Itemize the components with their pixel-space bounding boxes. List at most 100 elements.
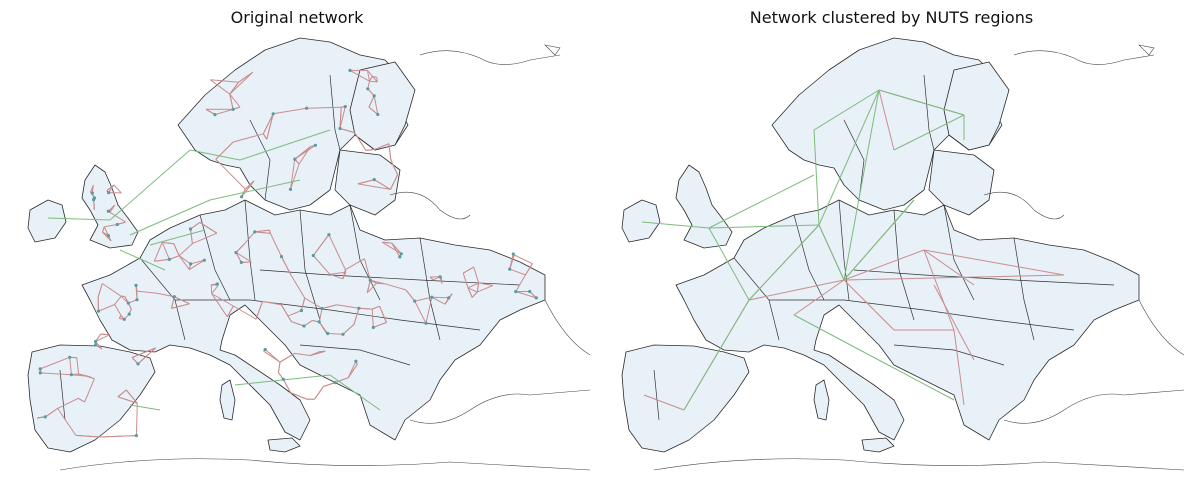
ac-line: [173, 243, 180, 256]
ac-line: [100, 333, 110, 336]
bus-node: [371, 325, 375, 329]
ac-line: [477, 284, 494, 293]
bus-node: [372, 94, 376, 98]
landmass: [621, 37, 1140, 453]
ac-line: [192, 232, 218, 245]
bus-node: [69, 373, 73, 377]
bus-node: [167, 257, 171, 261]
ac-line: [391, 242, 401, 258]
ac-line: [114, 304, 122, 316]
ac-line: [102, 226, 105, 233]
ac-line: [98, 304, 115, 312]
ac-line: [431, 296, 449, 299]
ac-line: [318, 321, 329, 334]
bus-node: [189, 262, 193, 266]
ac-line: [345, 258, 365, 271]
ac-line: [205, 108, 216, 116]
ac-line: [366, 282, 377, 294]
ac-line: [117, 396, 138, 404]
ac-line: [314, 386, 324, 400]
bus-node: [528, 289, 532, 294]
bus-node: [299, 308, 303, 313]
dc-link-network: [47, 129, 381, 411]
bus-node: [327, 233, 331, 237]
bus-node: [202, 258, 206, 262]
ac-line: [312, 255, 331, 275]
ac-line: [233, 133, 264, 143]
ac-line: [262, 300, 282, 306]
bus-node: [326, 331, 330, 336]
ac-line: [467, 287, 478, 293]
ac-line: [388, 143, 392, 161]
ac-line: [277, 362, 281, 373]
ac-line: [329, 271, 346, 275]
ac-line: [342, 269, 346, 279]
bus-node: [271, 112, 275, 116]
ac-line: [266, 113, 274, 140]
bus-node: [93, 339, 98, 344]
outer-coastlines: [653, 44, 1185, 471]
ac-line: [189, 259, 205, 271]
ac-line: [287, 310, 302, 317]
ac-line: [263, 350, 281, 363]
ac-line: [509, 254, 515, 270]
ac-line: [229, 93, 234, 110]
ac-line: [471, 291, 478, 298]
ac-line: [390, 174, 399, 190]
ac-line: [342, 324, 355, 335]
ac-line: [368, 95, 375, 108]
ac-line: [215, 158, 246, 190]
ac-line: [414, 296, 432, 302]
ac-line: [367, 70, 370, 82]
bus-node: [107, 191, 111, 195]
original-network-panel: Original network: [0, 0, 594, 487]
landmass: [27, 37, 546, 453]
ac-line: [75, 434, 101, 438]
ac-line: [262, 113, 274, 135]
ac-line: [524, 263, 533, 276]
ac-line: [241, 180, 255, 198]
bus-node: [253, 230, 257, 234]
ac-line: [235, 243, 245, 253]
bus-nodes: [38, 68, 538, 438]
bus-node: [311, 253, 315, 258]
ac-line: [229, 82, 239, 95]
nuts-region-borders: [653, 74, 1115, 421]
ac-line: [382, 241, 402, 255]
bus-node: [90, 191, 94, 195]
ac-line: [178, 255, 191, 265]
ac-line: [113, 184, 122, 194]
bus-node: [508, 267, 512, 271]
ac-line: [76, 357, 80, 375]
ac-line: [467, 282, 479, 289]
bus-node: [514, 290, 518, 294]
ac-line: [45, 407, 58, 418]
ac-line: [366, 280, 371, 293]
bus-node: [38, 371, 42, 375]
ac-line: [114, 295, 122, 305]
bus-node: [239, 260, 243, 264]
ac-line: [306, 106, 342, 109]
ac-line: [178, 243, 193, 257]
ac-line: [303, 320, 313, 327]
ac-line: [117, 389, 127, 398]
ac-line: [106, 184, 115, 192]
bus-node: [134, 434, 138, 438]
ac-line: [334, 377, 349, 384]
bus-node: [447, 296, 451, 300]
ac-line: [349, 69, 370, 82]
bus-node: [68, 355, 72, 359]
ac-line: [254, 231, 271, 234]
bus-node: [424, 321, 428, 325]
ac-line: [97, 283, 103, 298]
ac-line: [321, 304, 337, 309]
ac-line: [372, 75, 378, 83]
ac-line: [190, 221, 201, 230]
clustered-network-map: [621, 37, 1185, 471]
ac-line: [235, 252, 252, 263]
ac-line: [369, 76, 373, 82]
ac-line: [369, 80, 378, 83]
bus-node: [94, 343, 98, 347]
ac-line: [478, 282, 494, 286]
ac-line: [118, 315, 122, 319]
